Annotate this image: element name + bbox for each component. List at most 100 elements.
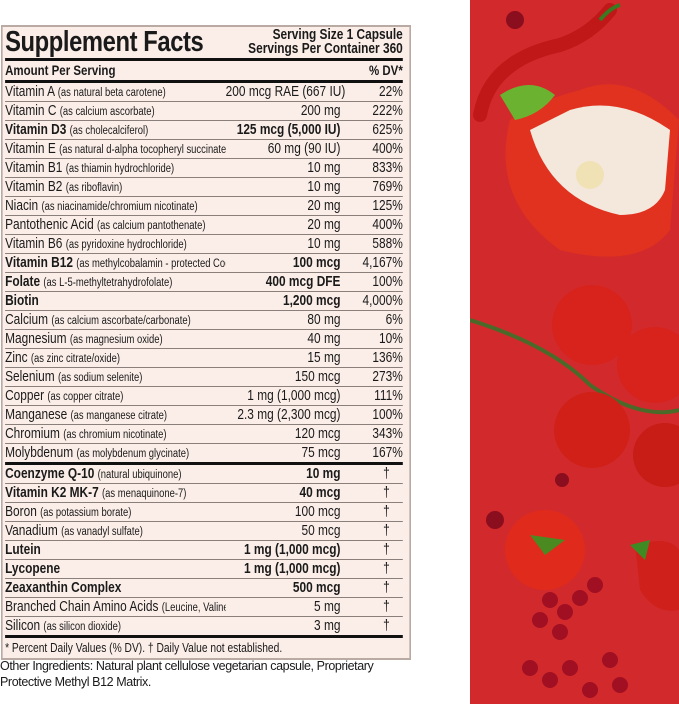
nutrient-source: (as magnesium oxide) — [69, 334, 163, 346]
nutrient-amount: 150 mcg — [294, 369, 341, 385]
nutrient-name: Vitamin B1 — [5, 160, 63, 176]
strawberry-icon — [630, 540, 679, 611]
nutrient-row: Vanadium (as vanadyl sulfate) 50 mcg † — [5, 522, 403, 541]
nutrient-source: (as silicon dioxide) — [43, 621, 122, 633]
nutrient-amount: 125 mcg (5,000 IU) — [236, 122, 341, 138]
nutrient-name: Lycopene — [5, 561, 61, 577]
nutrient-name: Vitamin A — [5, 84, 55, 100]
nutrient-amount: 500 mcg — [292, 580, 341, 596]
nutrient-amount: 1 mg (1,000 mcg) — [247, 388, 341, 404]
chili-pepper-icon — [473, 3, 621, 122]
nutrient-name: Calcium — [5, 312, 49, 328]
tomato-icon — [505, 510, 585, 590]
nutrient-name-cell: Boron (as potassium borate) — [5, 503, 226, 521]
nutrient-dv: 100% — [372, 274, 403, 290]
nutrient-name-cell: Vitamin B2 (as riboflavin) — [5, 178, 226, 196]
nutrient-amount: 1 mg (1,000 mcg) — [243, 561, 341, 577]
nutrient-amount: 40 mcg — [299, 485, 341, 501]
nutrient-name-cell: Selenium (as sodium selenite) — [5, 368, 226, 386]
nutrient-amount: 15 mg — [307, 350, 341, 366]
nutrient-source: (as calcium ascorbate/carbonate) — [51, 315, 191, 327]
nutrient-row: Copper (as copper citrate) 1 mg (1,000 mc… — [5, 387, 403, 406]
nutrient-name-cell: Zinc (as zinc citrate/oxide) — [5, 349, 226, 367]
pomegranate-seeds-icon — [486, 11, 569, 529]
nutrient-row: Biotin 1,200 mcg 4,000% — [5, 292, 403, 311]
nutrient-name: Branched Chain Amino Acids — [5, 599, 159, 615]
nutrient-amount: 60 mg (90 IU) — [267, 141, 341, 157]
nutrient-name: Copper — [5, 388, 45, 404]
nutrient-name-cell: Lycopene — [5, 560, 226, 578]
nutrient-name-cell: Silicon (as silicon dioxide) — [5, 617, 226, 635]
nutrient-source: (as chromium nicotinate) — [63, 429, 167, 441]
nutrient-amount: 1 mg (1,000 mcg) — [243, 542, 341, 558]
nutrient-name: Vanadium — [5, 523, 58, 539]
nutrient-dv: † — [383, 504, 390, 520]
nutrient-source: (natural ubiquinone) — [97, 469, 182, 481]
amount-header: Amount Per Serving — [5, 62, 116, 78]
nutrient-name-cell: Branched Chain Amino Acids (Leucine, Val… — [5, 598, 226, 616]
nutrient-source: (as riboflavin) — [65, 182, 123, 194]
nutrient-dv: † — [383, 466, 390, 482]
nutrient-name: Magnesium — [5, 331, 67, 347]
nutrient-name-cell: Molybdenum (as molybdenum glycinate) — [5, 444, 226, 462]
nutrient-amount: 5 mg — [314, 599, 341, 615]
nutrient-dv: 167% — [372, 445, 403, 461]
nutrient-source: (as pyridoxine hydrochloride) — [65, 239, 187, 251]
nutrient-source: (as molybdenum glycinate) — [76, 448, 190, 460]
nutrient-name-cell: Folate (as L-5-methyltetrahydrofolate) — [5, 273, 226, 291]
nutrient-amount: 100 mcg — [294, 504, 341, 520]
nutrient-name-cell: Vanadium (as vanadyl sulfate) — [5, 522, 226, 540]
nutrient-row: Vitamin B2 (as riboflavin) 10 mg 769% — [5, 178, 403, 197]
nutrient-row: Vitamin A (as natural beta carotene) 200 … — [5, 83, 403, 102]
nutrient-row: Pantothenic Acid (as calcium pantothenat… — [5, 216, 403, 235]
nutrient-source: (as niacinamide/chromium nicotinate) — [41, 201, 198, 213]
nutrient-row: Selenium (as sodium selenite) 150 mcg 273% — [5, 368, 403, 387]
nutrient-name: Silicon — [5, 618, 41, 634]
nutrient-row: Vitamin B1 (as thiamin hydrochloride) 10 … — [5, 159, 403, 178]
nutrient-dv: 125% — [372, 198, 403, 214]
nutrient-dv: † — [383, 542, 390, 558]
nutrient-name-cell: Zeaxanthin Complex — [5, 579, 226, 597]
nutrient-name-cell: Pantothenic Acid (as calcium pantothenat… — [5, 216, 226, 234]
nutrient-dv: 343% — [372, 426, 403, 442]
nutrient-amount: 200 mg — [300, 103, 341, 119]
nutrient-row: Zeaxanthin Complex 500 mcg † — [5, 579, 403, 598]
cherry-tomatoes-icon — [469, 285, 679, 487]
nutrient-dv: 273% — [372, 369, 403, 385]
nutrient-row: Silicon (as silicon dioxide) 3 mg † — [5, 617, 403, 638]
nutrient-name-cell: Vitamin B12 (as methylcobalamin - protec… — [5, 254, 226, 272]
nutrient-source: (as zinc citrate/oxide) — [30, 353, 120, 365]
nutrient-name: Folate — [5, 274, 41, 290]
nutrient-name-cell: Biotin — [5, 292, 226, 310]
nutrient-name-cell: Vitamin K2 MK-7 (as menaquinone-7) — [5, 484, 226, 502]
nutrient-name-cell: Vitamin C (as calcium ascorbate) — [5, 102, 226, 120]
nutrient-name: Biotin — [5, 293, 39, 309]
nutrient-amount: 1,200 mcg — [282, 293, 341, 309]
nutrient-amount: 80 mg — [307, 312, 341, 328]
nutrient-dv: 6% — [385, 312, 403, 328]
nutrient-name: Niacin — [5, 198, 39, 214]
serving-size: Serving Size 1 Capsule — [272, 27, 403, 43]
nutrient-amount: 100 mcg — [292, 255, 341, 271]
nutrient-name: Boron — [5, 504, 37, 520]
nutrient-dv: 400% — [372, 217, 403, 233]
nutrient-dv: 833% — [372, 160, 403, 176]
nutrient-row: Niacin (as niacinamide/chromium nicotina… — [5, 197, 403, 216]
nutrient-source: (as natural d-alpha tocopheryl succinate… — [59, 144, 226, 156]
nutrient-name: Vitamin B12 — [5, 255, 73, 271]
nutrient-name: Vitamin B2 — [5, 179, 63, 195]
nutrient-amount: 20 mg — [307, 217, 341, 233]
nutrient-dv: † — [383, 561, 390, 577]
nutrient-name: Coenzyme Q-10 — [5, 466, 95, 482]
nutrient-name-cell: Vitamin B1 (as thiamin hydrochloride) — [5, 159, 226, 177]
nutrient-amount: 3 mg — [314, 618, 341, 634]
nutrient-dv: 4,000% — [362, 293, 403, 309]
nutrient-name: Manganese — [5, 407, 68, 423]
nutrient-amount: 2.3 mg (2,300 mcg) — [237, 407, 341, 423]
nutrient-name: Vitamin D3 — [5, 122, 67, 138]
nutrient-dv: 769% — [372, 179, 403, 195]
nutrient-dv: 400% — [372, 141, 403, 157]
nutrient-source: (as methylcobalamin - protected Coenzyme… — [76, 258, 226, 270]
nutrient-name: Zeaxanthin Complex — [5, 580, 122, 596]
nutrient-amount: 10 mg — [307, 160, 341, 176]
